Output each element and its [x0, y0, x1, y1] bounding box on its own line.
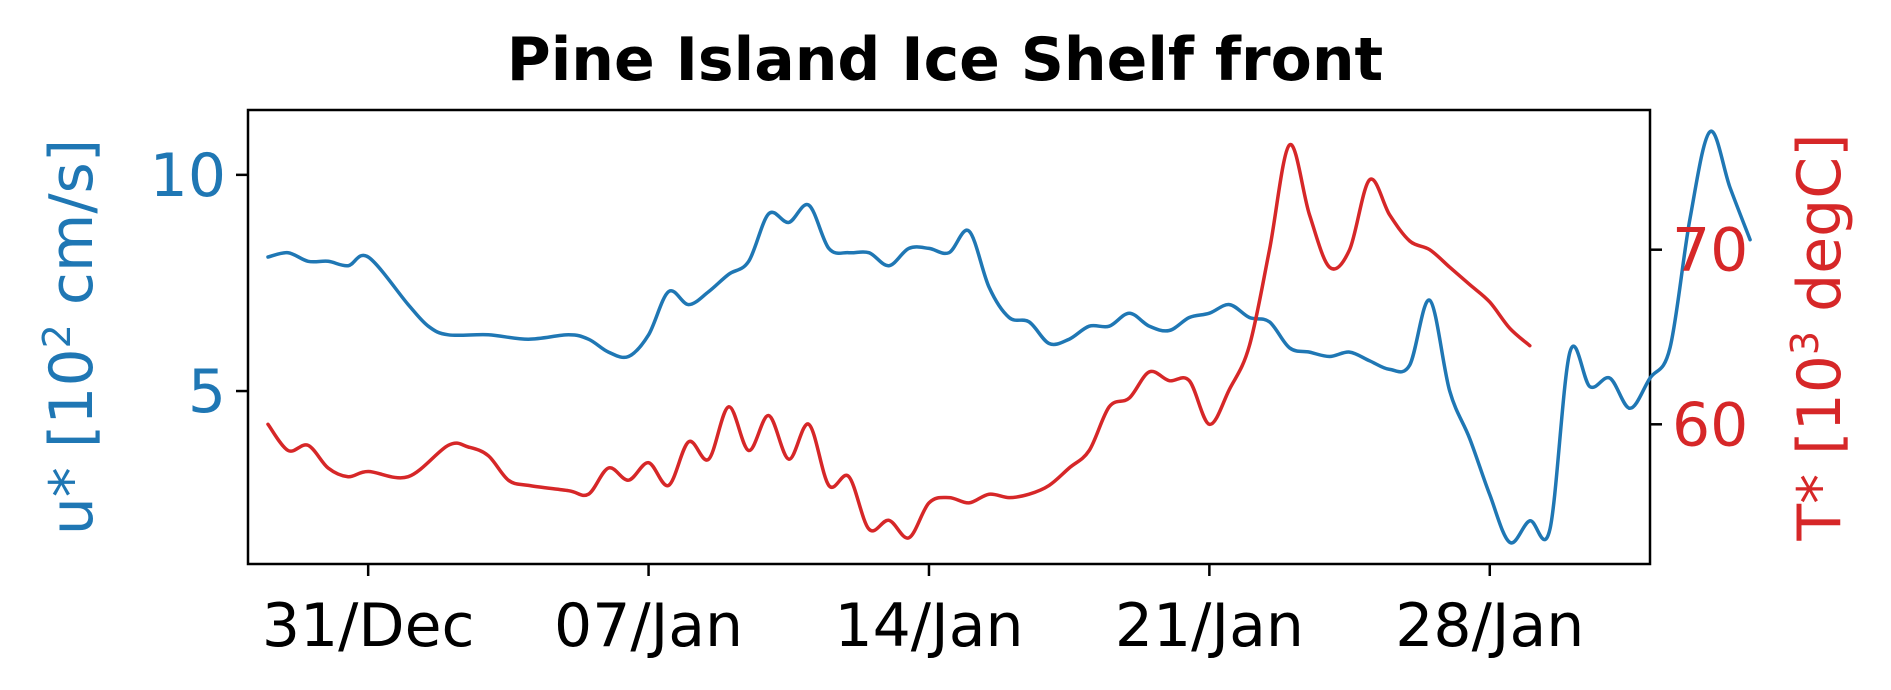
x-tick-label: 07/Jan: [554, 591, 743, 661]
right-y-tick-label: 60: [1672, 390, 1748, 460]
x-tick-label: 14/Jan: [834, 591, 1023, 661]
left-y-axis: 5 10: [150, 141, 248, 427]
x-tick-label: 28/Jan: [1395, 591, 1584, 661]
right-y-axis-label: T* [103 degC]: [1783, 133, 1855, 541]
left-y-axis-label-main: u* [10: [37, 348, 107, 535]
left-y-axis-label-unit: cm/s]: [37, 139, 107, 324]
right-y-axis-label-exponent: 3: [1783, 331, 1827, 355]
plot-frame: [246, 108, 1652, 566]
right-y-axis: 60 70: [1650, 216, 1748, 460]
right-y-axis-label-unit: degC]: [1785, 133, 1855, 330]
series-layer: [266, 129, 1752, 545]
x-tick-label: 21/Jan: [1115, 591, 1304, 661]
chart-title: Pine Island Ice Shelf front: [507, 25, 1383, 95]
left-y-axis-label-exponent: 2: [35, 324, 79, 348]
x-axis: 31/Dec 07/Jan 14/Jan 21/Jan 28/Jan: [262, 564, 1584, 661]
series-line-right-axis: [266, 143, 1532, 540]
x-tick-label: 31/Dec: [262, 591, 475, 661]
right-y-axis-label-main: T* [10: [1785, 355, 1855, 541]
right-y-tick-label: 70: [1672, 216, 1748, 286]
series-line-left-axis: [266, 129, 1752, 545]
left-y-axis-label: u* [102 cm/s]: [35, 139, 107, 535]
left-y-tick-label: 10: [150, 141, 226, 211]
left-y-tick-label: 5: [188, 357, 226, 427]
